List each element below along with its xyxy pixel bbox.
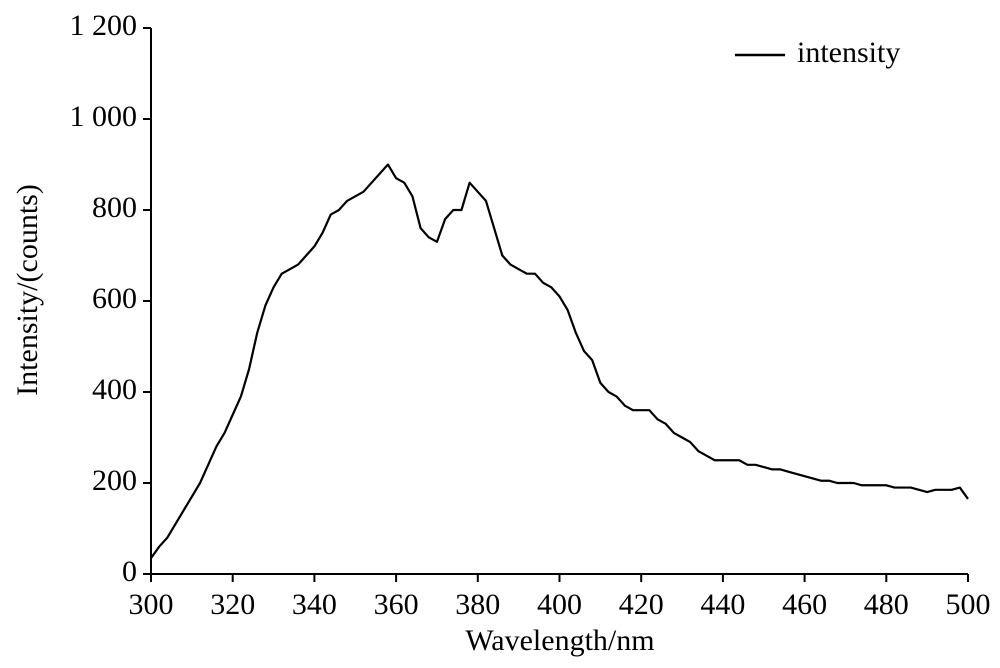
y-tick-label: 200: [92, 464, 137, 497]
y-tick-label: 1 000: [70, 100, 138, 133]
x-tick-label: 460: [782, 588, 827, 621]
x-tick-label: 380: [455, 588, 500, 621]
y-tick-label: 400: [92, 373, 137, 406]
y-axis-title: Intensity/(counts): [11, 184, 44, 396]
y-tick-label: 800: [92, 191, 137, 224]
x-tick-label: 440: [700, 588, 745, 621]
x-tick-label: 320: [210, 588, 255, 621]
x-tick-label: 500: [946, 588, 991, 621]
x-tick-label: 420: [619, 588, 664, 621]
x-tick-label: 340: [292, 588, 337, 621]
y-tick-label: 1 200: [70, 9, 138, 42]
x-tick-label: 300: [129, 588, 174, 621]
y-tick-label: 600: [92, 282, 137, 315]
data-line: [150, 163, 969, 559]
x-tick-label: 480: [864, 588, 909, 621]
x-tick-label: 360: [374, 588, 419, 621]
x-axis-title: Wavelength/nm: [465, 624, 654, 657]
y-tick-label: 0: [122, 555, 137, 588]
x-tick-label: 400: [537, 588, 582, 621]
legend-label: intensity: [797, 36, 900, 69]
